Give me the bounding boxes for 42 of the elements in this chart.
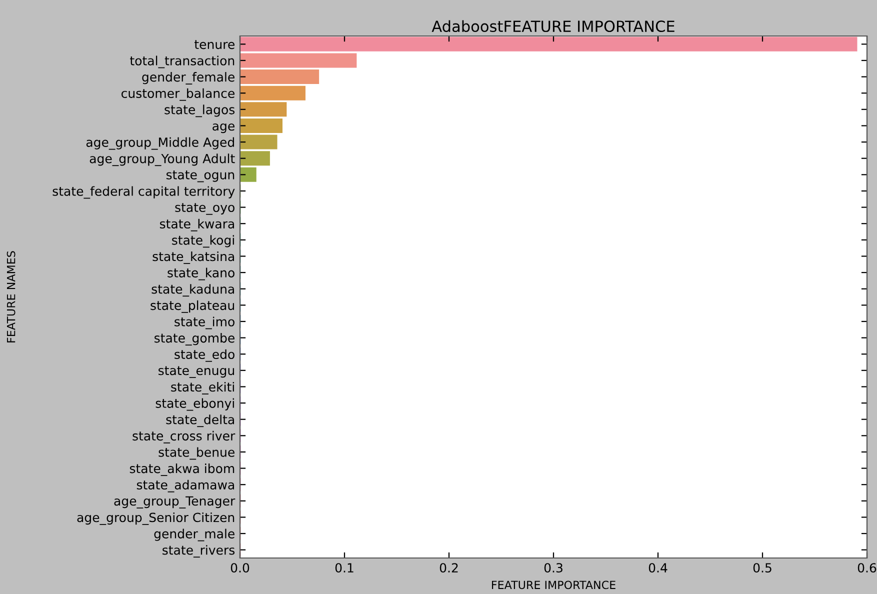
y-tick-label: state_kogi <box>172 235 234 248</box>
y-tick-label: state_edo <box>174 349 234 362</box>
y-tick-label: state_gombe <box>154 333 234 346</box>
y-tick-label: gender_female <box>142 72 234 84</box>
x-tick-label: 0.3 <box>544 563 562 573</box>
y-tick-label: age_group_Middle Aged <box>86 137 234 150</box>
y-tick-label: state_kaduna <box>152 284 234 297</box>
y-tick-label: age <box>212 123 234 134</box>
x-tick-label: 0.2 <box>440 563 458 573</box>
x-tick-label: 0.0 <box>230 563 250 573</box>
y-tick-label: total_transaction <box>130 56 234 68</box>
x-tick-label: 0.5 <box>753 563 772 573</box>
y-tick-label: state_benue <box>158 447 234 460</box>
y-tick-label: state_kano <box>168 268 234 280</box>
y-tick-label: state_kwara <box>160 218 234 232</box>
y-tick-label: state_ekiti <box>171 382 234 394</box>
x-tick-label: 0.6 <box>858 563 876 573</box>
x-tick-label: 0.4 <box>648 563 668 573</box>
x-tick-label: 0.1 <box>335 563 354 573</box>
y-tick-label: state_imo <box>174 316 234 330</box>
y-tick-label: state_plateau <box>150 300 234 313</box>
y-tick-label: state_katsina <box>152 251 234 264</box>
y-tick-label: tenure <box>194 40 234 50</box>
chart-title: AdaboostFEATURE IMPORTANCE <box>432 20 674 32</box>
y-tick-label: age_group_Tenager <box>114 496 236 508</box>
y-tick-label: state_cross river <box>132 430 236 444</box>
y-tick-label: state_enugu <box>158 366 234 378</box>
y-tick-label: state_delta <box>166 414 234 428</box>
y-tick-label: state_federal capital territory <box>52 186 235 199</box>
y-tick-label: state_oyo <box>175 203 234 215</box>
x-axis-title: FEATURE IMPORTANCE <box>492 580 616 590</box>
y-tick-label: customer_balance <box>122 88 234 101</box>
y-tick-label: age_group_Senior Citizen <box>77 512 234 525</box>
y-tick-label: state_adamawa <box>136 480 234 492</box>
y-axis-title: FEATURE NAMES <box>6 251 16 342</box>
y-tick-label: state_akwa ibom <box>130 464 234 476</box>
y-tick-label: state_ogun <box>166 170 234 182</box>
y-tick-label: age_group_Young Adult <box>90 154 235 166</box>
y-tick-label: gender_male <box>154 528 234 542</box>
y-tick-label: state_rivers <box>162 545 235 558</box>
y-tick-label: state_lagos <box>164 104 235 118</box>
y-tick-label: state_ebonyi <box>156 398 234 411</box>
